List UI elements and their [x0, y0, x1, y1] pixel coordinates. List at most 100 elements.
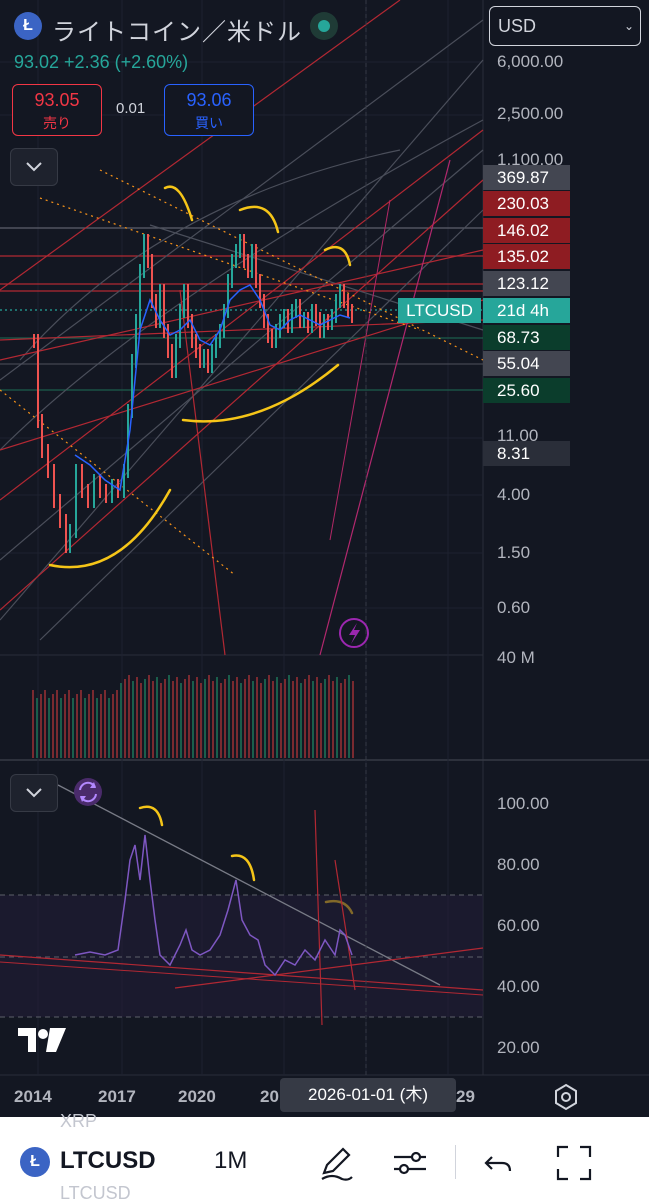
rsi-axis-label: 60.00: [497, 916, 540, 935]
price-candle: [59, 494, 61, 528]
price-candle: [219, 324, 221, 348]
settings-icon[interactable]: [552, 1083, 580, 1111]
price-candle: [171, 344, 173, 378]
price-candle: [323, 314, 325, 338]
price-level-tag[interactable]: 123.12: [483, 271, 570, 296]
price-level-tag[interactable]: 68.73: [483, 325, 570, 350]
volume-bar: [316, 677, 318, 758]
refresh-icon[interactable]: [74, 778, 102, 806]
price-candle: [195, 334, 197, 358]
sliders-icon[interactable]: [390, 1143, 430, 1183]
volume-bar: [332, 681, 334, 758]
volume-bar: [160, 683, 162, 758]
interval-button[interactable]: 1M: [214, 1147, 248, 1174]
price-candle: [343, 284, 345, 308]
volume-bar: [68, 690, 70, 758]
price-level-tag[interactable]: 146.02: [483, 218, 570, 243]
volume-bar: [88, 694, 90, 758]
buy-button[interactable]: 93.06 買い: [164, 84, 254, 136]
price-level-tag[interactable]: 135.02: [483, 244, 570, 269]
toolbar-divider: [455, 1145, 456, 1179]
price-level-tag[interactable]: 25.60: [483, 378, 570, 403]
collapse-legend-button[interactable]: [10, 148, 58, 186]
price-candle: [187, 284, 189, 328]
rsi-axis-label: 40.00: [497, 977, 540, 996]
price-candle: [105, 484, 107, 503]
price-candle: [139, 264, 141, 328]
volume-bar: [132, 681, 134, 758]
price-candle: [307, 312, 309, 333]
volume-bar: [140, 683, 142, 758]
volume-bar: [48, 698, 50, 758]
volume-bar: [308, 675, 310, 758]
market-status-icon[interactable]: [310, 12, 338, 40]
volume-bar: [208, 675, 210, 758]
price-level-tag[interactable]: 55.04: [483, 351, 570, 376]
price-candle: [151, 254, 153, 308]
price-level-tag[interactable]: 230.03: [483, 191, 570, 216]
time-axis-label: 2020: [178, 1087, 216, 1106]
chevron-down-icon: [26, 788, 42, 798]
price-candle: [143, 234, 145, 278]
price-candle: [223, 304, 225, 338]
volume-bar: [156, 677, 158, 758]
volume-bar: [240, 683, 242, 758]
price-level-tag[interactable]: 8.31: [483, 441, 570, 466]
symbol-title[interactable]: ライトコイン／米ドル: [52, 18, 302, 46]
price-axis-label: 0.60: [497, 598, 531, 617]
price-candle: [279, 314, 281, 338]
price-candle: [215, 334, 217, 358]
price-candle: [203, 349, 205, 368]
volume-bar: [180, 683, 182, 758]
volume-bars: [32, 675, 354, 758]
volume-bar: [40, 694, 42, 758]
time-axis-label: 20: [260, 1087, 279, 1106]
rsi-axis-label: 80.00: [497, 855, 540, 874]
crosshair-date-tooltip: 2026-01-01 (木): [280, 1078, 456, 1112]
sell-button[interactable]: 93.05 売り: [12, 84, 102, 136]
bar-countdown-tag: 21d 4h: [483, 298, 570, 323]
currency-select[interactable]: USD ⌄: [489, 6, 641, 46]
price-candle: [135, 314, 137, 368]
price-candle: [211, 344, 213, 373]
volume-bar: [236, 677, 238, 758]
volume-bar: [312, 681, 314, 758]
chevron-down-icon: ⌄: [623, 19, 634, 33]
lightning-icon[interactable]: [339, 618, 369, 648]
price-candle: [243, 234, 245, 268]
volume-bar: [52, 694, 54, 758]
undo-icon[interactable]: [478, 1143, 518, 1183]
pen-icon[interactable]: [316, 1143, 356, 1183]
rsi-axis-label: 20.00: [497, 1038, 540, 1057]
price-candle: [295, 299, 297, 318]
symbol-search-button[interactable]: LTCUSD: [60, 1147, 156, 1174]
volume-bar: [324, 679, 326, 758]
volume-bar: [56, 690, 58, 758]
price-candle: [335, 294, 337, 323]
sell-price: 93.05: [34, 90, 80, 110]
volume-bar: [296, 677, 298, 758]
price-level-tag[interactable]: 369.87: [483, 165, 570, 190]
volume-bar: [104, 690, 106, 758]
volume-bar: [164, 679, 166, 758]
volume-bar: [276, 677, 278, 758]
price-candle: [351, 304, 353, 323]
volume-bar: [144, 679, 146, 758]
fullscreen-icon[interactable]: [554, 1143, 594, 1183]
volume-bar: [76, 694, 78, 758]
collapse-indicator-button[interactable]: [10, 774, 58, 812]
price-candle: [99, 474, 101, 498]
volume-bar: [32, 690, 34, 758]
volume-bar: [200, 683, 202, 758]
volume-bar: [336, 677, 338, 758]
volume-bar: [320, 683, 322, 758]
volume-bar: [280, 683, 282, 758]
volume-bar: [224, 679, 226, 758]
tradingview-logo: [18, 1028, 66, 1052]
volume-bar: [36, 698, 38, 758]
volume-bar: [124, 679, 126, 758]
time-axis-label: 2014: [14, 1087, 52, 1106]
currency-value: USD: [498, 16, 537, 36]
volume-bar: [220, 683, 222, 758]
volume-bar: [80, 690, 82, 758]
